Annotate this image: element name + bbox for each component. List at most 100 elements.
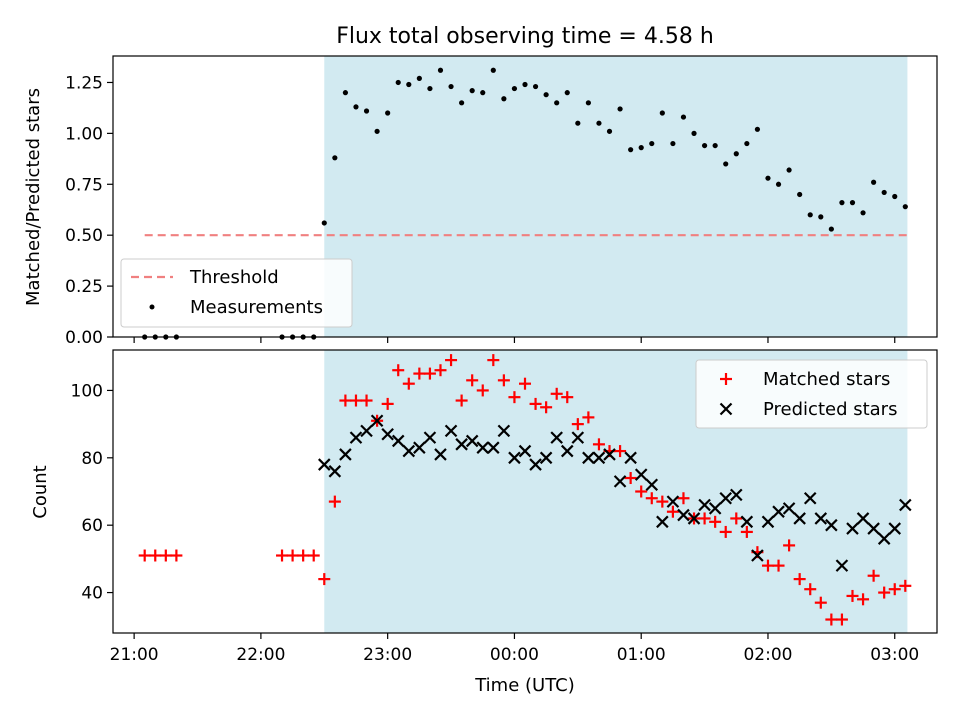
predicted-star-point — [719, 491, 732, 505]
bottom-plot-frame — [112, 349, 938, 634]
predicted-legend-label: Predicted stars — [763, 399, 897, 420]
matched-star-point — [719, 525, 732, 538]
matched-star-point — [487, 354, 500, 367]
matched-star-point — [297, 549, 310, 562]
measurement-point — [543, 92, 549, 98]
predicted-star-point — [645, 478, 659, 492]
matched-star-point — [476, 384, 489, 397]
measurement-point — [353, 104, 359, 110]
predicted-star-point — [339, 448, 352, 461]
matched-star-point — [645, 492, 658, 505]
matched-star-point — [624, 472, 637, 485]
predicted-star-point — [413, 441, 426, 454]
matched-star-point — [349, 394, 362, 407]
measurement-point — [480, 90, 486, 96]
x-tick-label: 23:00 — [363, 645, 412, 665]
measurement-point — [839, 200, 845, 206]
matched-star-point — [170, 549, 183, 562]
matched-star-point — [878, 586, 891, 599]
matched-star-point — [445, 354, 458, 367]
measurement-point — [849, 200, 856, 206]
measurement-point — [670, 140, 676, 147]
predicted-star-point — [571, 431, 585, 444]
matched-star-point — [423, 367, 436, 380]
predicted-star-point — [592, 451, 606, 465]
predicted-star-point — [782, 502, 796, 515]
matched-star-point — [846, 589, 859, 602]
measurement-point — [585, 100, 591, 106]
measurement-point — [554, 100, 560, 106]
chart-title: Flux total observing time = 4.58 h — [336, 24, 714, 49]
measurement-point — [871, 179, 877, 185]
measurement-point — [723, 161, 729, 167]
predicted-star-point — [698, 498, 711, 512]
measurement-point — [680, 114, 687, 120]
predicted-star-point — [708, 502, 722, 515]
matched-legend-label: Matched stars — [763, 369, 890, 390]
measurement-point — [744, 140, 750, 147]
matched-star-point — [497, 374, 510, 387]
matched-star-point — [276, 549, 289, 562]
predicted-star-point — [550, 431, 563, 444]
matched-star-point — [149, 549, 162, 562]
matched-legend-swatch — [720, 373, 732, 385]
measurements-legend-label: Measurements — [190, 297, 323, 318]
matched-star-point — [783, 539, 796, 552]
measurement-point — [532, 83, 539, 90]
predicted-star-point — [772, 505, 785, 518]
measurement-point — [374, 128, 380, 134]
matched-star-point — [392, 364, 405, 377]
predicted-star-point — [444, 424, 458, 438]
matched-star-point — [360, 394, 373, 407]
predicted-star-point — [613, 475, 627, 488]
matched-star-point — [888, 583, 901, 596]
matched-star-point — [307, 549, 320, 562]
measurement-point — [385, 110, 391, 116]
predicted-star-point — [487, 441, 500, 454]
x-tick-label: 03:00 — [870, 645, 919, 665]
predicted-star-point — [497, 424, 511, 438]
measurement-point — [786, 167, 792, 173]
x-tick-label: 01:00 — [617, 645, 666, 665]
measurement-point — [818, 214, 824, 220]
x-tick-label: 21:00 — [110, 645, 159, 665]
predicted-star-point — [624, 451, 637, 465]
matched-star-point — [835, 613, 848, 626]
predicted-star-point — [476, 441, 490, 454]
predicted-star-point — [825, 518, 838, 532]
predicted-star-point — [560, 444, 574, 458]
predicted-star-point — [603, 448, 616, 461]
predicted-star-point — [465, 434, 479, 448]
bottom-y-tick-label: 100 — [71, 381, 103, 401]
measurement-point — [659, 110, 665, 116]
predicted-star-point — [328, 465, 342, 478]
measurement-point — [406, 81, 412, 88]
measurement-point — [691, 130, 697, 136]
measurement-point — [628, 147, 634, 153]
top-y-tick-label: 1.25 — [65, 73, 103, 93]
measurement-point — [828, 226, 834, 232]
matched-star-point — [761, 559, 774, 572]
predicted-star-point — [835, 559, 849, 572]
predicted-star-point — [803, 491, 817, 505]
predicted-star-point — [867, 522, 880, 535]
matched-star-point — [508, 391, 521, 404]
bottom-y-axis-label: Count — [30, 465, 51, 518]
predicted-star-point — [391, 434, 405, 448]
bottom-legend: Matched stars Predicted stars — [695, 359, 928, 429]
measurement-point — [511, 85, 518, 92]
matched-star-point — [677, 492, 690, 505]
top-plot-frame — [112, 55, 938, 338]
measurement-point — [881, 189, 887, 196]
x-tick-label: 00:00 — [490, 645, 539, 665]
predicted-star-point — [434, 448, 447, 461]
matched-star-point — [666, 505, 679, 518]
predicted-star-point — [539, 451, 553, 465]
predicted-star-point — [730, 488, 743, 502]
measurement-point — [733, 151, 739, 157]
matched-star-point — [286, 549, 299, 562]
matched-star-point — [519, 377, 531, 390]
matched-star-point — [402, 377, 415, 390]
matched-star-point — [825, 613, 838, 626]
measurement-point — [712, 142, 718, 149]
